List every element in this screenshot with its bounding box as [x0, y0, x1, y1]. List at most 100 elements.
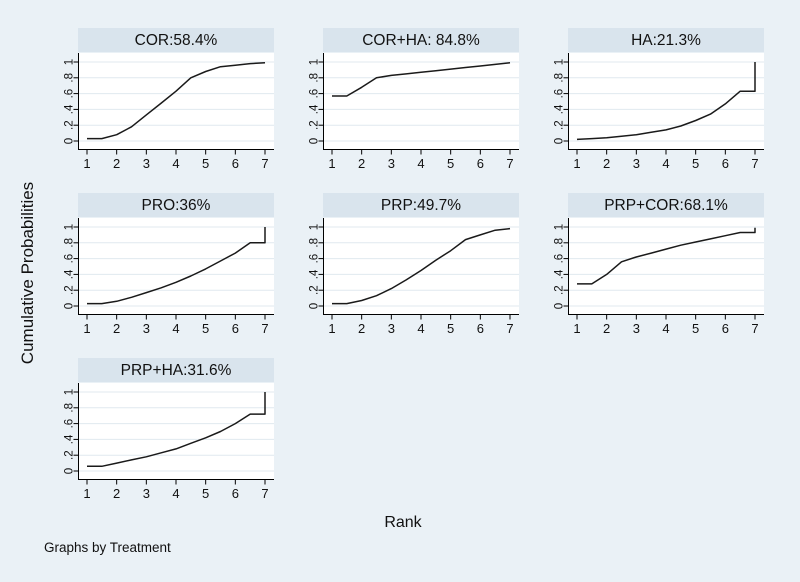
y-tick-label: .4 — [64, 434, 76, 444]
x-tick-label: 5 — [447, 321, 454, 336]
x-tick-label: 2 — [113, 156, 120, 171]
y-tick-label: .2 — [309, 120, 321, 130]
panel-title: COR+HA: 84.8% — [362, 32, 480, 49]
y-tick-label: 0 — [64, 468, 76, 474]
x-tick-label: 6 — [232, 156, 239, 171]
panel-title-band — [323, 28, 519, 52]
panel-title-band — [568, 28, 764, 52]
y-tick-label: .8 — [554, 238, 566, 248]
y-tick-label: .8 — [64, 73, 76, 83]
x-tick-label: 7 — [261, 156, 268, 171]
panel-plot-area — [78, 218, 274, 314]
x-tick-label: 4 — [172, 486, 179, 501]
y-tick-label: .4 — [64, 104, 76, 114]
x-tick-label: 4 — [662, 321, 669, 336]
panel-svg: COR+HA: 84.8% 0 .2 .4 .6 .8 1 1 2 3 4 5 6 7 — [309, 28, 519, 171]
panel-plot-area — [78, 53, 274, 149]
y-tick-label: .4 — [309, 269, 321, 279]
panel-title: PRP:49.7% — [381, 197, 461, 214]
panel-title: PRP+COR:68.1% — [604, 197, 728, 214]
x-tick-label: 1 — [573, 321, 580, 336]
x-tick-label: 6 — [232, 321, 239, 336]
y-tick-label: 1 — [554, 224, 566, 230]
panel-svg: PRP+COR:68.1% 0 .2 .4 .6 .8 1 1 2 3 4 5 6 7 — [554, 193, 764, 336]
cumulative-probability-curve — [332, 62, 511, 97]
y-tick-label: .2 — [309, 285, 321, 295]
x-tick-label: 3 — [388, 321, 395, 336]
y-tick-label: .6 — [309, 89, 321, 99]
x-tick-label: 2 — [603, 156, 610, 171]
y-tick-label: 0 — [64, 138, 76, 144]
panel-svg: PRP+HA:31.6% 0 .2 .4 .6 .8 1 1 2 3 4 5 6 7 — [64, 358, 274, 501]
x-tick-label: 5 — [202, 156, 209, 171]
x-tick-label: 5 — [692, 321, 699, 336]
y-tick-label: 0 — [309, 303, 321, 309]
x-tick-label: 5 — [202, 321, 209, 336]
y-tick-label: .6 — [554, 254, 566, 264]
panel-title-band — [78, 358, 274, 382]
y-tick-label: 0 — [64, 303, 76, 309]
y-tick-label: 1 — [309, 59, 321, 65]
y-tick-label: .6 — [64, 89, 76, 99]
x-tick-label: 6 — [477, 321, 484, 336]
x-tick-label: 3 — [143, 486, 150, 501]
panel-svg: PRO:36% 0 .2 .4 .6 .8 1 1 2 3 4 5 6 7 — [64, 193, 274, 336]
y-tick-label: .4 — [554, 269, 566, 279]
x-axis-title: Rank — [384, 514, 422, 531]
x-tick-label: 3 — [143, 321, 150, 336]
y-tick-label: 0 — [554, 303, 566, 309]
x-tick-label: 1 — [328, 321, 335, 336]
chart-panel: COR+HA: 84.8% 0 .2 .4 .6 .8 1 1 2 3 4 5 6 7 — [287, 28, 532, 178]
y-tick-label: 1 — [309, 224, 321, 230]
cumulative-probability-curve — [576, 62, 756, 141]
x-tick-label: 2 — [603, 321, 610, 336]
y-tick-label: .2 — [64, 450, 76, 460]
y-tick-label: 0 — [554, 138, 566, 144]
panel-title: HA:21.3% — [631, 32, 701, 49]
chart-panel: PRP+HA:31.6% 0 .2 .4 .6 .8 1 1 2 3 4 5 6 7 — [42, 358, 287, 508]
panel-plot-area — [78, 383, 274, 479]
x-tick-label: 4 — [417, 156, 424, 171]
panel-title: PRO:36% — [142, 197, 211, 214]
x-tick-label: 7 — [261, 486, 268, 501]
panel-plot-area — [323, 218, 519, 314]
y-tick-label: .2 — [554, 120, 566, 130]
y-tick-label: .2 — [64, 120, 76, 130]
y-tick-label: 1 — [64, 389, 76, 395]
y-tick-label: 0 — [309, 138, 321, 144]
x-tick-label: 4 — [417, 321, 424, 336]
chart-panel: PRP:49.7% 0 .2 .4 .6 .8 1 1 2 3 4 5 6 7 — [287, 193, 532, 343]
x-tick-label: 2 — [113, 321, 120, 336]
x-tick-label: 2 — [358, 156, 365, 171]
x-tick-label: 5 — [202, 486, 209, 501]
cumulative-probability-curve — [87, 392, 266, 468]
y-axis-title: Cumulative Probabilities — [18, 181, 37, 365]
panel-title-band — [78, 28, 274, 52]
cumulative-probability-curve — [577, 227, 756, 285]
panel-svg: PRP:49.7% 0 .2 .4 .6 .8 1 1 2 3 4 5 6 7 — [309, 193, 519, 336]
x-tick-label: 7 — [261, 321, 268, 336]
x-tick-label: 5 — [447, 156, 454, 171]
x-tick-label: 3 — [633, 156, 640, 171]
x-tick-label: 6 — [232, 486, 239, 501]
x-tick-label: 3 — [388, 156, 395, 171]
y-tick-label: .8 — [309, 73, 321, 83]
y-tick-label: .2 — [554, 285, 566, 295]
x-tick-label: 6 — [477, 156, 484, 171]
chart-panel: PRP+COR:68.1% 0 .2 .4 .6 .8 1 1 2 3 4 5 6 7 — [532, 193, 777, 343]
panel-svg: COR:58.4% 0 .2 .4 .6 .8 1 1 2 3 4 5 6 7 — [64, 28, 274, 171]
panel-svg: HA:21.3% 0 .2 .4 .6 .8 1 1 2 3 4 5 6 7 — [554, 28, 764, 171]
y-tick-label: 1 — [64, 59, 76, 65]
x-tick-label: 1 — [83, 156, 90, 171]
y-tick-label: .8 — [64, 403, 76, 413]
chart-panel: PRO:36% 0 .2 .4 .6 .8 1 1 2 3 4 5 6 7 — [42, 193, 287, 343]
y-tick-label: .8 — [64, 238, 76, 248]
cumulative-probability-curve — [87, 62, 266, 140]
panel-plot-area — [568, 218, 764, 314]
y-tick-label: .8 — [309, 238, 321, 248]
y-tick-label: .4 — [309, 104, 321, 114]
y-tick-label: .2 — [64, 285, 76, 295]
x-tick-label: 7 — [506, 156, 513, 171]
chart-panel: COR:58.4% 0 .2 .4 .6 .8 1 1 2 3 4 5 6 7 — [42, 28, 287, 178]
